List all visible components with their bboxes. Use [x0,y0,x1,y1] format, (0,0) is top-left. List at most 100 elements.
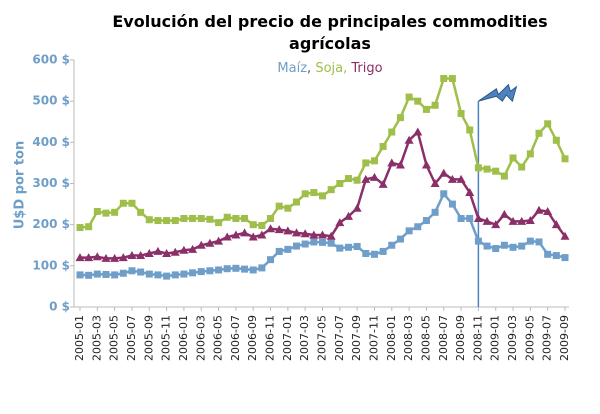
point [482,216,492,225]
point [223,265,231,273]
point [422,217,430,225]
x-tick-label: 2009-09 [558,315,571,361]
point [292,228,302,237]
legend-entry: Maíz [277,61,307,76]
point [499,209,509,218]
point [431,101,439,109]
title-line: Evolución del precio de principales comm… [112,12,547,31]
point [388,128,396,136]
point [560,231,570,240]
point [301,240,309,248]
point [205,238,215,247]
point [179,245,189,254]
point [465,188,475,197]
y-axis-label: U$D por ton [13,141,28,230]
y-tick-label: 500 $ [32,94,70,108]
x-tick-label: 2009-07 [541,315,554,361]
point [188,244,198,253]
point [284,245,292,253]
point [552,136,560,144]
point [267,256,275,264]
point [379,247,387,255]
point [535,238,543,246]
point [153,246,163,255]
point [327,186,335,194]
point [258,221,266,229]
point [232,214,240,222]
x-tick-label: 2005-05 [108,315,121,361]
point [353,176,361,184]
point [526,237,534,245]
legend-separator: , [307,61,315,76]
point [388,241,396,249]
point [379,142,387,150]
point [275,247,283,255]
point [395,160,405,169]
point [525,216,535,225]
point [197,214,205,222]
x-tick-label: 2008-05 [419,315,432,361]
chart-title: Evolución del precio de principales comm… [112,12,547,53]
point [300,229,310,238]
point [163,217,171,225]
x-tick-label: 2006-03 [194,315,207,361]
y-tick-label: 200 $ [32,217,70,231]
point [370,250,378,258]
point [93,270,101,278]
point [76,271,84,279]
point [326,231,336,240]
point [335,218,345,227]
y-tick-label: 300 $ [32,176,70,190]
point [353,242,361,250]
point [414,97,422,105]
point [154,271,162,279]
point [163,272,171,280]
point [128,199,136,207]
point [128,267,136,275]
point [274,225,284,234]
point [283,226,293,235]
point [509,243,517,251]
legend: Maíz, Soja, Trigo [277,61,382,76]
point [145,270,153,278]
x-tick-label: 2005-03 [90,315,103,361]
point [248,232,258,241]
point [457,110,465,118]
x-tick-label: 2006-11 [264,315,277,361]
point [344,175,352,183]
x-tick-label: 2006-09 [246,315,259,361]
y-tick-label: 400 $ [32,135,70,149]
point [293,242,301,250]
point [369,172,379,181]
point [119,269,127,277]
point [310,189,318,197]
point [561,254,569,262]
point [405,93,413,101]
point [76,224,84,232]
point [500,172,508,180]
point [456,174,466,183]
point [508,216,518,225]
point [466,126,474,134]
point [543,206,553,215]
point [249,266,257,274]
point [301,190,309,198]
point [85,271,93,279]
point [92,252,102,261]
y-tick-label: 0 $ [49,300,70,314]
point [327,239,335,247]
point [189,269,197,277]
point [154,217,162,225]
x-tick-label: 2005-07 [125,315,138,361]
point [249,221,257,229]
point [118,253,128,262]
point [171,271,179,279]
point [231,230,241,239]
point [509,154,517,162]
x-tick-label: 2008-09 [454,315,467,361]
x-tick-label: 2007-03 [298,315,311,361]
point [293,198,301,206]
x-tick-label: 2005-01 [73,315,86,361]
point [544,120,552,128]
point [404,135,414,144]
